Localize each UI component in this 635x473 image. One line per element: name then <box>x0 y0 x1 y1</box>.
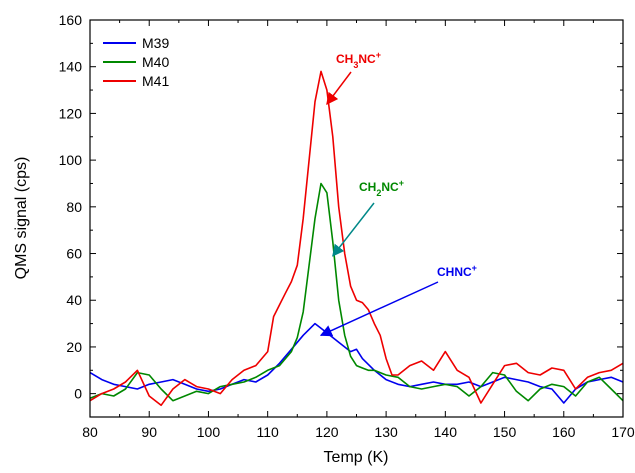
x-tick-label: 100 <box>197 424 221 440</box>
legend-label-m41: M41 <box>142 73 169 89</box>
annotation-label: CHNC+ <box>437 263 477 279</box>
legend-label-m40: M40 <box>142 54 169 70</box>
series-line-m40 <box>89 182 624 402</box>
y-tick-label: 120 <box>59 105 83 121</box>
y-tick-label: 100 <box>59 152 83 168</box>
x-axis-title: Temp (K) <box>324 449 389 466</box>
y-tick-label: 140 <box>59 59 83 75</box>
y-tick-label: 160 <box>59 12 83 28</box>
annotation-label: CH3NC+ <box>336 50 381 70</box>
series-layer <box>89 70 624 407</box>
annotation-arrow <box>319 281 439 337</box>
x-tick-label: 90 <box>141 424 157 440</box>
x-tick-label: 130 <box>374 424 398 440</box>
x-tick-label: 170 <box>611 424 635 440</box>
series-line-m41 <box>89 70 624 407</box>
x-tick-label: 160 <box>552 424 576 440</box>
series-line-m39 <box>89 322 624 404</box>
x-tick-label: 140 <box>434 424 458 440</box>
legend: M39 M40 M41 <box>103 35 169 89</box>
x-tick-label: 110 <box>257 424 280 440</box>
x-tick-label: 150 <box>493 424 517 440</box>
annotation-arrow <box>332 202 375 257</box>
x-tick-label: 120 <box>315 424 339 440</box>
plot-frame <box>89 19 624 418</box>
annotations: CH3NC+ CH2NC+ CHNC+ <box>319 50 477 337</box>
axis-ticks: 80 90 100 110 120 130 140 150 160 170 0 20 40 60 80 100… <box>59 12 635 440</box>
annotation-label: CH2NC+ <box>359 178 404 198</box>
y-tick-label: 80 <box>66 199 82 215</box>
y-tick-label: 40 <box>66 292 82 308</box>
y-tick-label: 20 <box>66 339 82 355</box>
y-axis-title: QMS signal (cps) <box>13 157 30 280</box>
x-tick-label: 80 <box>82 424 98 440</box>
legend-label-m39: M39 <box>142 35 169 51</box>
y-tick-label: 0 <box>74 386 82 402</box>
annotation-arrow <box>326 71 352 106</box>
y-tick-label: 60 <box>66 246 82 262</box>
